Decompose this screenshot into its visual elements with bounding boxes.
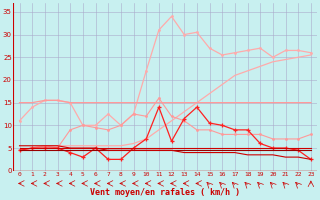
X-axis label: Vent moyen/en rafales ( km/h ): Vent moyen/en rafales ( km/h ): [90, 188, 240, 197]
